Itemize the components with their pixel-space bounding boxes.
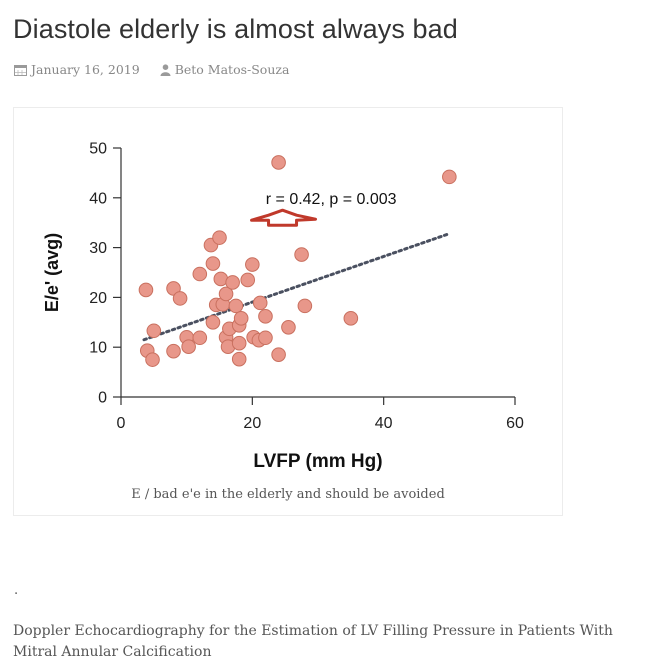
data-point [297, 298, 313, 314]
data-point [294, 247, 309, 262]
post-author-text: Beto Matos-Souza [174, 62, 290, 77]
data-point [181, 339, 196, 355]
data-point [281, 319, 296, 335]
trend-line [142, 232, 451, 342]
post-meta: January 16, 2019 Beto Matos-Souza [14, 62, 309, 77]
data-point [225, 275, 240, 290]
data-point [146, 323, 162, 339]
chart-axes: 0 10 20 30 40 50 0 20 40 60 [89, 141, 524, 433]
data-point [258, 309, 273, 324]
source-text: Doppler Echocardiography for the Estimat… [13, 623, 613, 660]
chart-labels: LVFP (mm Hg) E/e' (avg) r = 0.42, p = 0.00… [42, 191, 397, 472]
correlation-annotation: r = 0.42, p = 0.003 [266, 191, 397, 208]
post-title: Diastole elderly is almost always bad [13, 14, 458, 44]
post-author[interactable]: Beto Matos-Souza [160, 62, 290, 77]
y-tick-label: 0 [98, 390, 107, 407]
x-tick-label: 0 [117, 415, 126, 432]
x-tick-label: 40 [375, 415, 393, 432]
data-point [205, 315, 221, 330]
y-tick-label: 20 [89, 290, 107, 307]
data-point [252, 295, 268, 311]
post-date-text: January 16, 2019 [31, 62, 140, 77]
x-axis-label: LVFP (mm Hg) [253, 451, 382, 472]
data-point [218, 286, 234, 302]
data-point [192, 330, 208, 346]
data-point [258, 330, 273, 346]
data-point [166, 343, 181, 359]
y-tick-label: 30 [89, 240, 107, 257]
data-point [231, 351, 247, 367]
chart-points [138, 155, 457, 367]
calendar-icon [14, 64, 27, 76]
separator-dot: . [14, 583, 19, 598]
data-point [145, 352, 160, 367]
data-point [240, 272, 256, 288]
data-point [245, 257, 260, 272]
y-tick-label: 40 [89, 190, 107, 207]
y-tick-label: 10 [89, 340, 107, 357]
data-point [442, 169, 457, 185]
data-point [212, 230, 227, 245]
trend-line-group [142, 232, 451, 342]
data-point [233, 311, 249, 326]
x-tick-label: 20 [243, 415, 261, 432]
user-icon [160, 63, 171, 76]
post-date[interactable]: January 16, 2019 [14, 62, 140, 77]
figure-caption: E / bad e'e in the elderly and should be… [131, 487, 445, 502]
scatter-chart: 0 10 20 30 40 50 0 20 40 60 LVFP (mm Hg) E/e' (avg… [42, 141, 524, 473]
data-point [271, 155, 286, 170]
data-point [192, 266, 208, 282]
data-point [172, 291, 188, 306]
y-axis-label: E/e' (avg) [42, 233, 62, 312]
x-tick-label: 60 [506, 415, 524, 432]
data-point [271, 347, 286, 362]
arrow-annotation-icon [250, 208, 318, 227]
data-point [231, 335, 247, 351]
data-point [343, 311, 359, 326]
y-tick-label: 50 [89, 141, 107, 158]
figure-frame [13, 107, 563, 516]
data-point [228, 298, 244, 314]
data-point [205, 256, 221, 271]
data-point [138, 282, 154, 298]
